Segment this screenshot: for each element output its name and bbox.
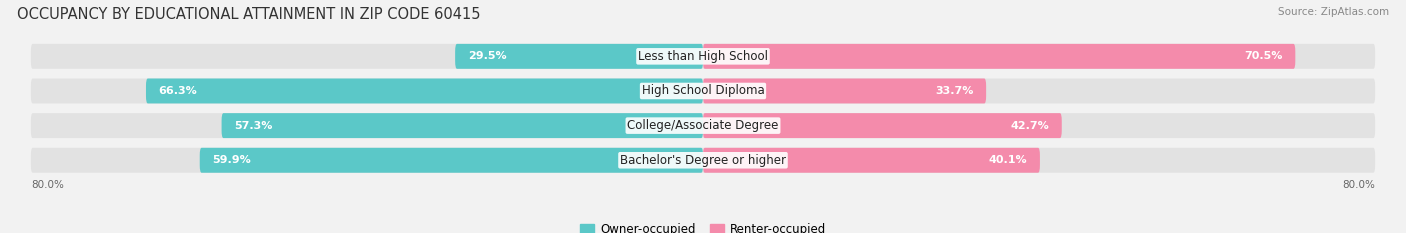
Text: OCCUPANCY BY EDUCATIONAL ATTAINMENT IN ZIP CODE 60415: OCCUPANCY BY EDUCATIONAL ATTAINMENT IN Z…	[17, 7, 481, 22]
FancyBboxPatch shape	[31, 148, 1375, 173]
Text: 33.7%: 33.7%	[935, 86, 973, 96]
Text: 80.0%: 80.0%	[31, 180, 63, 190]
Text: Less than High School: Less than High School	[638, 50, 768, 63]
Text: 59.9%: 59.9%	[212, 155, 252, 165]
FancyBboxPatch shape	[703, 79, 986, 103]
FancyBboxPatch shape	[31, 79, 1375, 103]
Text: College/Associate Degree: College/Associate Degree	[627, 119, 779, 132]
FancyBboxPatch shape	[703, 113, 1062, 138]
Text: 57.3%: 57.3%	[235, 121, 273, 131]
FancyBboxPatch shape	[456, 44, 703, 69]
Text: 66.3%: 66.3%	[159, 86, 197, 96]
FancyBboxPatch shape	[222, 113, 703, 138]
FancyBboxPatch shape	[703, 148, 1040, 173]
Text: 40.1%: 40.1%	[988, 155, 1028, 165]
Text: 70.5%: 70.5%	[1244, 51, 1282, 61]
Text: 80.0%: 80.0%	[1343, 180, 1375, 190]
FancyBboxPatch shape	[146, 79, 703, 103]
Text: High School Diploma: High School Diploma	[641, 85, 765, 97]
FancyBboxPatch shape	[200, 148, 703, 173]
Text: 29.5%: 29.5%	[468, 51, 506, 61]
Text: 42.7%: 42.7%	[1011, 121, 1049, 131]
FancyBboxPatch shape	[31, 113, 1375, 138]
Legend: Owner-occupied, Renter-occupied: Owner-occupied, Renter-occupied	[575, 218, 831, 233]
Text: Bachelor's Degree or higher: Bachelor's Degree or higher	[620, 154, 786, 167]
FancyBboxPatch shape	[703, 44, 1295, 69]
Text: Source: ZipAtlas.com: Source: ZipAtlas.com	[1278, 7, 1389, 17]
FancyBboxPatch shape	[31, 44, 1375, 69]
